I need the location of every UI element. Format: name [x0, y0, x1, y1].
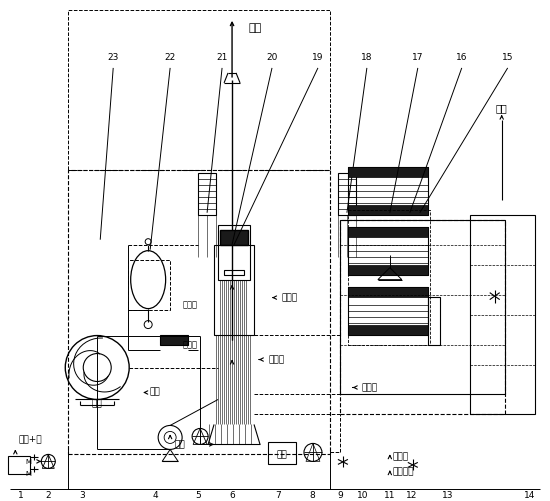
- Text: 22: 22: [164, 54, 176, 63]
- Text: 19: 19: [312, 54, 324, 63]
- Bar: [348, 227, 428, 275]
- Bar: [8, 456, 30, 474]
- Text: 富氢: 富氢: [150, 387, 161, 396]
- Text: 16: 16: [456, 54, 468, 63]
- Text: 12: 12: [406, 491, 417, 500]
- Text: 热空气: 热空气: [282, 293, 298, 302]
- Text: M: M: [25, 459, 31, 465]
- Text: 15: 15: [502, 54, 514, 63]
- Bar: [198, 173, 216, 215]
- Text: 水蒸气: 水蒸气: [268, 355, 284, 364]
- Text: 23: 23: [107, 54, 119, 63]
- Bar: [340, 220, 505, 394]
- Bar: [128, 260, 170, 310]
- Bar: [348, 287, 428, 335]
- Text: 空气: 空气: [92, 399, 103, 408]
- Text: 2: 2: [46, 491, 51, 500]
- Text: 导热油: 导热油: [182, 340, 197, 349]
- Bar: [214, 244, 254, 335]
- Bar: [338, 173, 356, 215]
- Text: 余热空气: 余热空气: [393, 467, 414, 476]
- Text: 8: 8: [309, 491, 315, 500]
- Text: 甲醇+水: 甲醇+水: [18, 435, 42, 444]
- Bar: [160, 335, 188, 345]
- Bar: [428, 297, 440, 345]
- Bar: [348, 205, 428, 215]
- Text: 导热油: 导热油: [182, 300, 197, 309]
- Text: 13: 13: [442, 491, 454, 500]
- Bar: [348, 167, 428, 177]
- Bar: [348, 227, 428, 236]
- Text: 4: 4: [152, 491, 158, 500]
- Text: 14: 14: [524, 491, 535, 500]
- Text: 9: 9: [337, 491, 343, 500]
- Text: 甲醇: 甲醇: [277, 450, 287, 459]
- Text: 补空气: 补空气: [393, 452, 409, 461]
- Text: 18: 18: [361, 54, 373, 63]
- Text: 水蒸气: 水蒸气: [362, 383, 378, 392]
- Text: 尾气: 尾气: [248, 23, 261, 33]
- Text: 排湿: 排湿: [496, 103, 508, 113]
- Bar: [218, 225, 250, 280]
- Polygon shape: [220, 260, 248, 275]
- Bar: [220, 229, 248, 244]
- Polygon shape: [208, 424, 260, 444]
- Text: 空气: 空气: [174, 440, 185, 449]
- Bar: [348, 265, 428, 275]
- Text: 11: 11: [384, 491, 395, 500]
- Bar: [68, 170, 330, 454]
- Bar: [348, 167, 428, 215]
- Bar: [348, 287, 428, 297]
- Text: 1: 1: [18, 491, 23, 500]
- Bar: [268, 442, 296, 464]
- Bar: [224, 270, 244, 275]
- Text: 21: 21: [216, 54, 228, 63]
- Text: M: M: [25, 471, 31, 477]
- Bar: [348, 210, 430, 345]
- Text: 6: 6: [229, 491, 235, 500]
- Text: 10: 10: [357, 491, 368, 500]
- Bar: [340, 220, 505, 414]
- Text: 20: 20: [266, 54, 278, 63]
- Bar: [470, 215, 535, 414]
- Bar: [68, 10, 330, 170]
- Text: 3: 3: [79, 491, 85, 500]
- Bar: [348, 325, 428, 335]
- Text: 17: 17: [412, 54, 424, 63]
- Text: 5: 5: [195, 491, 201, 500]
- Text: 7: 7: [275, 491, 281, 500]
